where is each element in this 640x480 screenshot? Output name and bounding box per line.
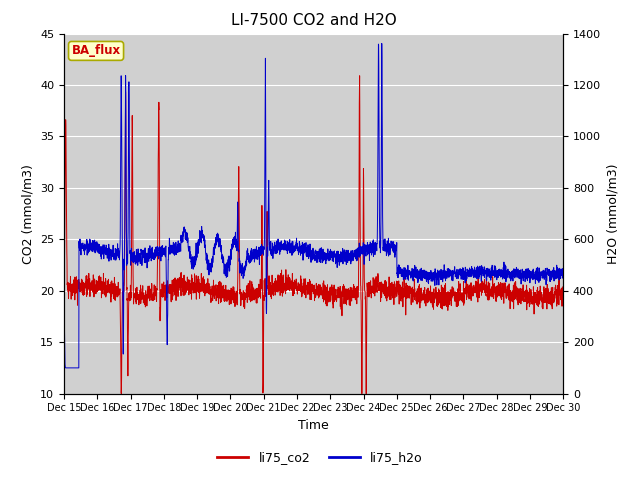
Y-axis label: CO2 (mmol/m3): CO2 (mmol/m3) [22, 164, 35, 264]
Title: LI-7500 CO2 and H2O: LI-7500 CO2 and H2O [231, 13, 396, 28]
X-axis label: Time: Time [298, 419, 329, 432]
Y-axis label: H2O (mmol/m3): H2O (mmol/m3) [607, 163, 620, 264]
Legend: li75_co2, li75_h2o: li75_co2, li75_h2o [212, 446, 428, 469]
Text: BA_flux: BA_flux [72, 44, 120, 58]
